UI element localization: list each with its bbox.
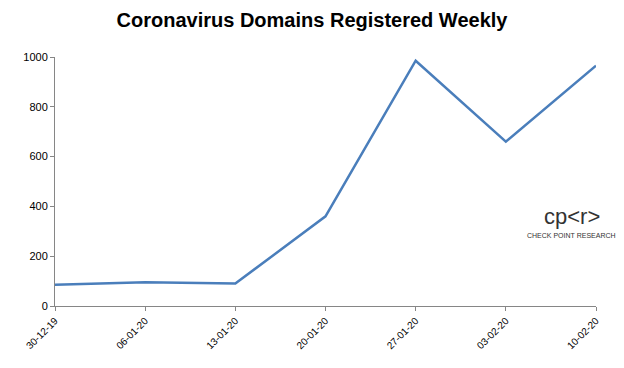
- svg-text:03-02-20: 03-02-20: [475, 315, 511, 351]
- svg-text:20-01-20: 20-01-20: [294, 315, 330, 351]
- svg-text:Coronavirus Domains Registered: Coronavirus Domains Registered Weekly: [117, 9, 509, 31]
- svg-text:400: 400: [29, 200, 47, 212]
- svg-text:13-01-20: 13-01-20: [204, 315, 240, 351]
- svg-text:CHECK POINT RESEARCH: CHECK POINT RESEARCH: [527, 232, 616, 239]
- svg-text:1000: 1000: [23, 51, 47, 63]
- svg-text:600: 600: [29, 150, 47, 162]
- svg-text:27-01-20: 27-01-20: [385, 315, 421, 351]
- svg-text:30-12-19: 30-12-19: [24, 315, 60, 351]
- svg-text:cp<r>: cp<r>: [544, 204, 600, 229]
- svg-text:06-01-20: 06-01-20: [114, 315, 150, 351]
- svg-text:10-02-20: 10-02-20: [565, 315, 601, 351]
- svg-text:800: 800: [29, 101, 47, 113]
- svg-text:200: 200: [29, 250, 47, 262]
- svg-text:0: 0: [42, 300, 48, 312]
